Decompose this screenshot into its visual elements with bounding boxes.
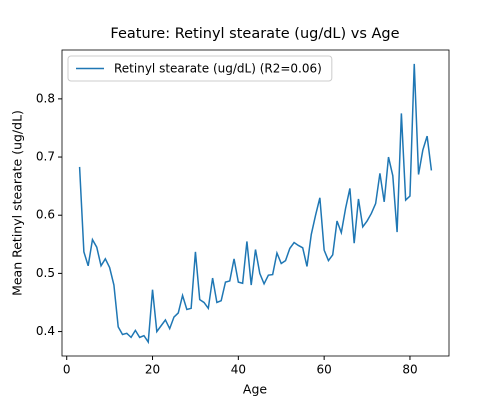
x-axis-label: Age [243,382,267,397]
x-tick-label: 80 [402,363,417,377]
y-axis-label: Mean Retinyl stearate (ug/dL) [10,110,25,296]
x-tick-label: 60 [317,363,332,377]
chart-title: Feature: Retinyl stearate (ug/dL) vs Age [110,26,399,42]
y-tick-label: 0.7 [36,150,55,164]
legend-label: Retinyl stearate (ug/dL) (R2=0.06) [114,62,322,76]
axes-frame [61,49,450,357]
y-tick-label: 0.5 [36,266,55,280]
x-tick-label: 20 [145,363,160,377]
data-line [78,63,433,345]
x-tick-label: 40 [231,363,246,377]
legend-box [67,55,333,82]
x-tick-label: 0 [63,363,71,377]
y-tick-label: 0.6 [36,208,55,222]
y-tick-label: 0.4 [36,324,55,338]
y-tick-label: 0.8 [36,91,55,105]
